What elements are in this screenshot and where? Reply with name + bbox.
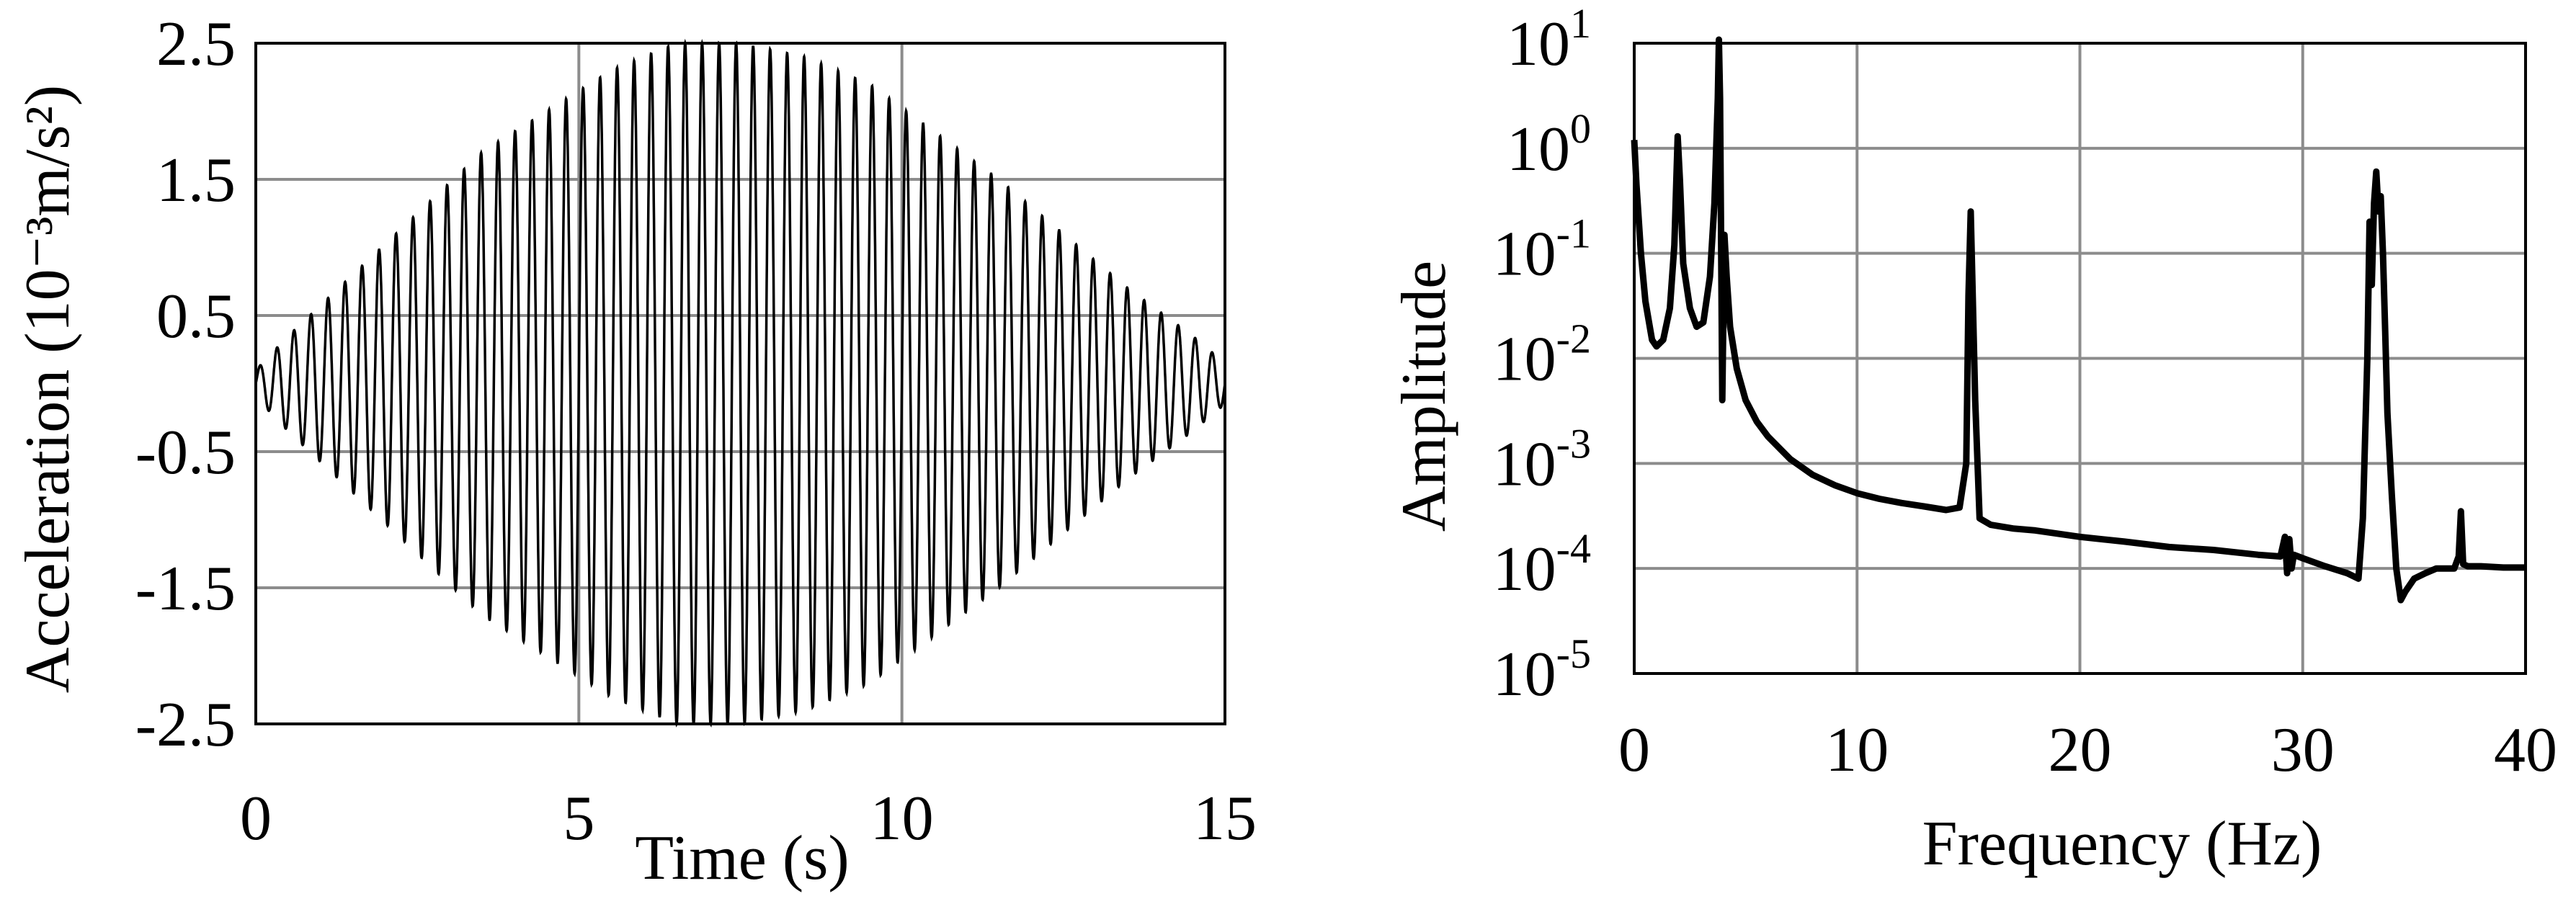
y-tick-label: 1.5 xyxy=(156,146,236,215)
acceleration-series-line xyxy=(254,38,1226,728)
y-tick-base: 10 xyxy=(1493,220,1556,290)
acceleration-time-chart: 2.5 1.5 0.5 -0.5 -1.5 -2.50 5 10 15 Time (s) Accel… xyxy=(13,9,1257,893)
x-tick-label: 0 xyxy=(240,784,272,854)
y-tick-base: 10 xyxy=(1507,115,1570,184)
y-tick-label: 10-5 xyxy=(1493,630,1591,710)
y-tick-label: 10-4 xyxy=(1493,525,1591,604)
y-tick-exponent: -1 xyxy=(1556,210,1591,257)
y-tick-base: 10 xyxy=(1493,325,1556,395)
y-tick-label: 101 xyxy=(1507,0,1591,79)
x-tick-label: 10 xyxy=(870,784,934,854)
y-tick-label: -1.5 xyxy=(135,554,236,624)
x-tick-label: 30 xyxy=(2271,715,2335,785)
x-axis-title: Time (s) xyxy=(635,823,849,893)
y-tick-exponent: -2 xyxy=(1556,315,1591,362)
x-tick-label: 5 xyxy=(563,784,594,854)
y-tick-label: 100 xyxy=(1507,105,1591,184)
x-tick-label: 15 xyxy=(1193,784,1257,854)
y-tick-exponent: -3 xyxy=(1556,420,1591,467)
y-tick-exponent: 1 xyxy=(1570,0,1591,47)
x-tick-label: 40 xyxy=(2494,715,2557,785)
y-tick-label: 0.5 xyxy=(156,282,236,352)
y-tick-exponent: -5 xyxy=(1556,630,1591,677)
y-axis-title: Amplitude xyxy=(1389,261,1459,532)
y-tick-label: -0.5 xyxy=(135,418,236,488)
y-tick-label: -2.5 xyxy=(135,690,236,760)
y-tick-label: 2.5 xyxy=(156,9,236,79)
spectrum-series-line xyxy=(1631,36,2526,604)
y-tick-base: 10 xyxy=(1493,429,1556,499)
x-tick-label: 10 xyxy=(1825,715,1889,785)
y-tick-base: 10 xyxy=(1493,640,1556,710)
y-axis-title: Acceleration (10⁻³m/s²) xyxy=(13,85,83,693)
y-tick-exponent: 0 xyxy=(1570,105,1591,152)
y-tick-exponent: -4 xyxy=(1556,525,1591,572)
x-tick-label: 0 xyxy=(1618,715,1650,785)
y-tick-base: 10 xyxy=(1507,9,1570,79)
x-tick-label: 20 xyxy=(2049,715,2112,785)
y-tick-label: 10-3 xyxy=(1493,420,1591,499)
plot-frame xyxy=(254,42,1226,725)
y-tick-base: 10 xyxy=(1493,534,1556,604)
plot-frame xyxy=(1633,42,2527,675)
y-tick-label: 10-1 xyxy=(1493,210,1591,290)
x-axis-title: Frequency (Hz) xyxy=(1922,809,2322,879)
y-tick-label: 10-2 xyxy=(1493,315,1591,395)
